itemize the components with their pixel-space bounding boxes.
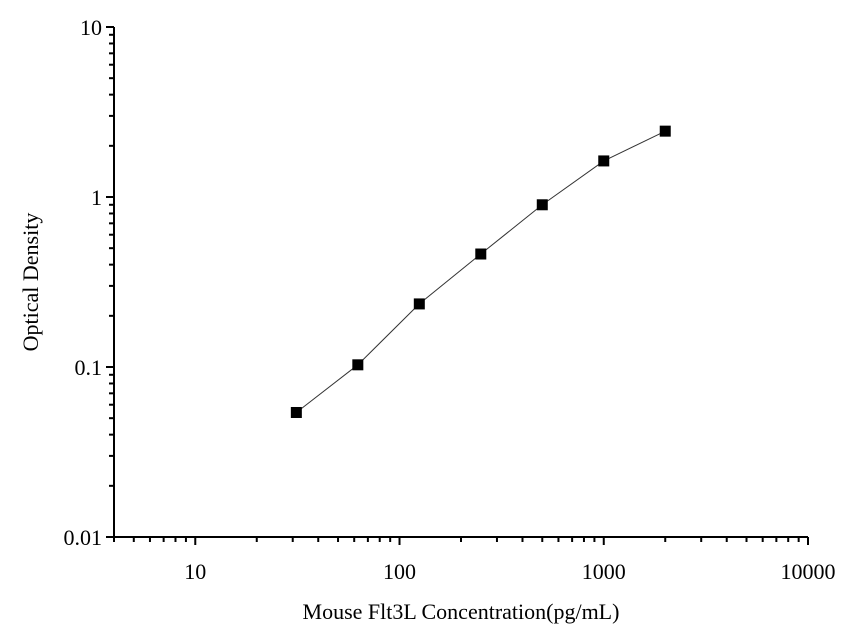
axes: 10 100 1000 10000 0.01 0.1 1 10 <box>64 15 836 584</box>
x-tick-label: 100 <box>383 559 416 584</box>
y-tick-label: 0.01 <box>64 525 103 550</box>
x-axis-label: Mouse Flt3L Concentration(pg/mL) <box>303 599 620 624</box>
x-tick-label: 1000 <box>582 559 626 584</box>
y-tick-label: 0.1 <box>75 355 103 380</box>
data-point <box>352 359 364 371</box>
y-tick-label: 10 <box>80 15 102 40</box>
y-axis-label: Optical Density <box>18 213 43 352</box>
y-tick-label: 1 <box>91 185 102 210</box>
data-point <box>536 199 548 211</box>
marks <box>290 125 671 418</box>
series-line <box>296 130 666 413</box>
data-point <box>475 248 487 260</box>
data-point <box>598 155 610 167</box>
data-point <box>290 406 302 418</box>
x-tick-label: 10000 <box>781 559 836 584</box>
data-point <box>659 125 671 137</box>
data-point <box>413 298 425 310</box>
x-tick-label: 10 <box>184 559 206 584</box>
